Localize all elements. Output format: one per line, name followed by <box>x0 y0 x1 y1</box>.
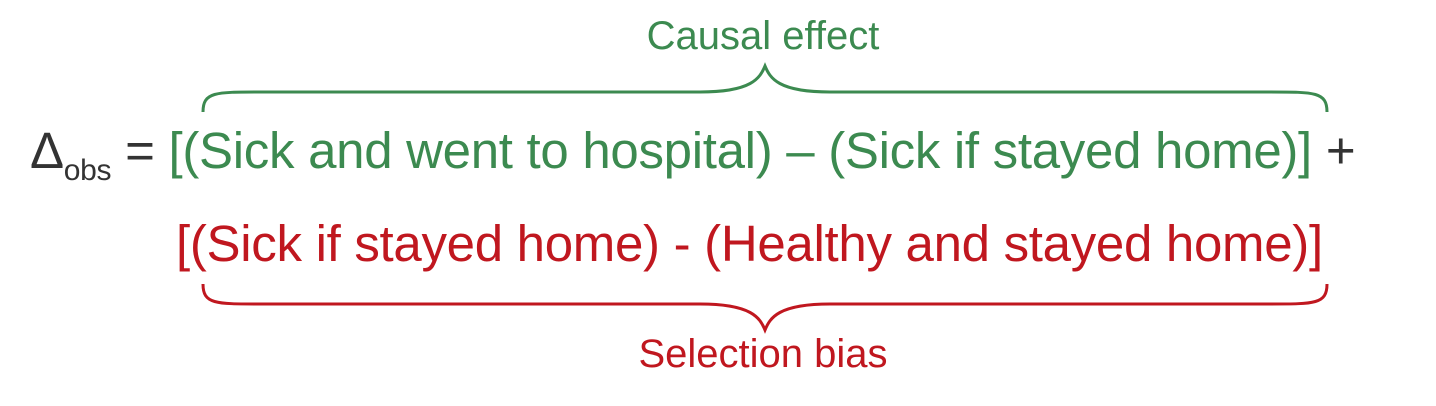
equation-line-1: Δobs = [(Sick and went to hospital) – (S… <box>30 121 1356 201</box>
plus-sign: + <box>1325 122 1356 179</box>
equals-sign: = <box>125 122 155 179</box>
delta-subscript: obs <box>63 154 112 187</box>
selection-bias-brace <box>201 283 1329 334</box>
causal-effect-label: Causal effect <box>646 14 880 58</box>
causal-effect-term: [(Sick and went to hospital) – (Sick if … <box>168 122 1313 179</box>
equation-line-2: [(Sick if stayed home) - (Healthy and st… <box>176 214 1323 274</box>
selection-bias-label: Selection bias <box>638 332 888 376</box>
delta-symbol: Δ <box>30 122 64 179</box>
causal-effect-brace <box>201 62 1329 113</box>
selection-bias-term: [(Sick if stayed home) - (Healthy and st… <box>176 215 1323 272</box>
